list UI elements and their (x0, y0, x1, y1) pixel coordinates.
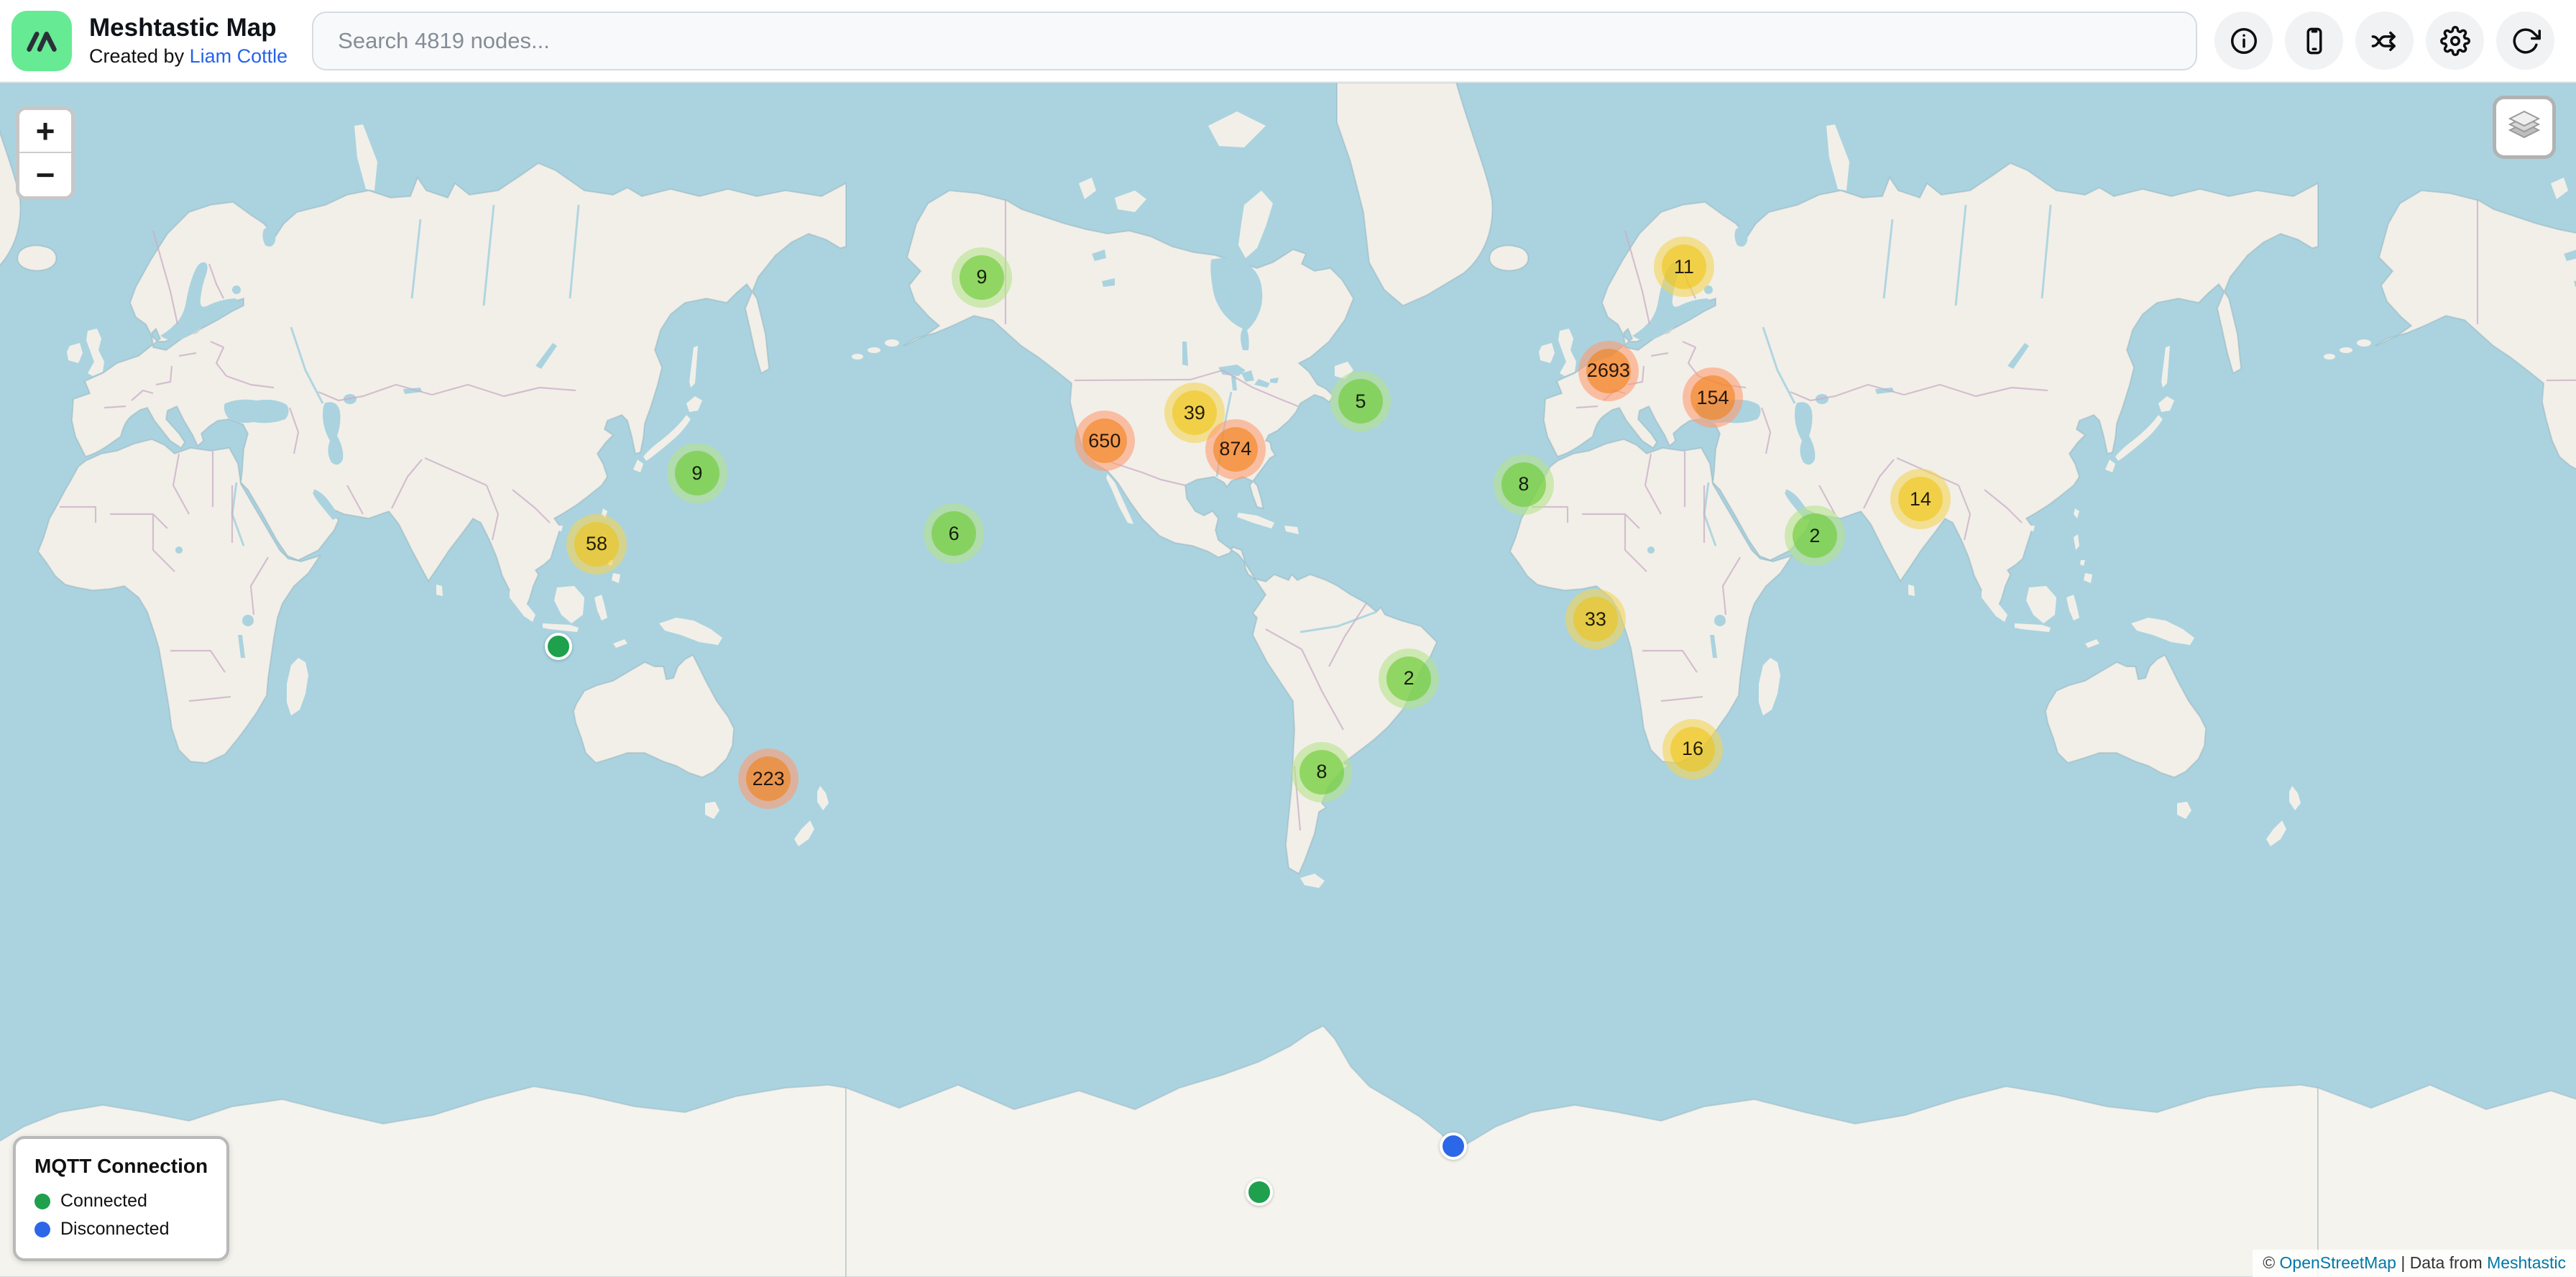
search-input[interactable] (312, 11, 2197, 70)
cluster-count: 5 (1338, 379, 1384, 424)
connected-node-marker[interactable] (545, 633, 572, 660)
refresh-button[interactable] (2496, 12, 2554, 70)
disconnected-node-marker[interactable] (1440, 1132, 1468, 1160)
cluster-marker[interactable]: 874 (1205, 418, 1266, 480)
map-canvas[interactable] (0, 83, 2576, 1277)
cluster-count: 39 (1172, 390, 1217, 435)
cluster-count: 9 (674, 451, 719, 495)
connected-dot-icon (34, 1193, 50, 1209)
layers-control[interactable] (2493, 96, 2556, 159)
cluster-marker[interactable]: 6 (924, 503, 985, 564)
smartphone-icon (2306, 27, 2322, 54)
zoom-control: + − (16, 106, 75, 200)
cluster-marker[interactable]: 650 (1074, 411, 1135, 472)
cluster-marker[interactable]: 33 (1565, 589, 1626, 649)
byline-prefix: Created by (89, 45, 185, 68)
cluster-count: 14 (1898, 477, 1943, 522)
cluster-count: 154 (1690, 375, 1735, 421)
title-block: Meshtastic Map Created by Liam Cottle (89, 14, 288, 68)
attribution-middle: Data from (2409, 1253, 2483, 1272)
cluster-marker[interactable]: 8 (1493, 454, 1554, 515)
mobile-app-button[interactable] (2285, 12, 2343, 70)
cluster-count: 650 (1082, 418, 1127, 464)
cluster-marker[interactable]: 5 (1330, 371, 1392, 432)
byline: Created by Liam Cottle (89, 45, 288, 68)
cluster-marker[interactable]: 8 (1291, 741, 1352, 802)
cluster-count: 6 (932, 511, 977, 556)
cluster-count: 33 (1573, 597, 1618, 641)
openstreetmap-link[interactable]: OpenStreetMap (2279, 1253, 2396, 1272)
cluster-marker[interactable]: 9 (666, 443, 727, 503)
connected-node-marker[interactable] (1245, 1178, 1273, 1207)
random-node-button[interactable] (2355, 12, 2414, 70)
author-link[interactable]: Liam Cottle (189, 45, 288, 68)
cluster-marker[interactable]: 154 (1683, 367, 1743, 429)
search-wrap (312, 11, 2197, 70)
header-buttons (2214, 12, 2554, 70)
legend-label: Disconnected (60, 1219, 170, 1239)
info-button[interactable] (2214, 12, 2273, 70)
cluster-count: 2 (1386, 656, 1432, 701)
mqtt-legend: MQTT Connection Connected Disconnected (13, 1136, 230, 1261)
cluster-count: 874 (1213, 426, 1258, 472)
settings-button[interactable] (2426, 12, 2484, 70)
zoom-in-button[interactable]: + (19, 110, 71, 153)
cluster-marker[interactable]: 2 (1379, 648, 1440, 709)
cluster-count: 223 (746, 756, 791, 801)
world-map-svg (0, 83, 2576, 1277)
cluster-count: 8 (1299, 749, 1344, 795)
cluster-marker[interactable]: 11 (1653, 237, 1714, 297)
cluster-count: 9 (959, 255, 1004, 300)
cluster-marker[interactable]: 223 (738, 749, 799, 809)
cluster-count: 11 (1661, 244, 1706, 289)
cluster-count: 2693 (1586, 348, 1631, 393)
copyright-symbol: © (2263, 1253, 2276, 1272)
cluster-marker[interactable]: 14 (1890, 469, 1951, 530)
meshtastic-logo-icon (12, 10, 72, 71)
attribution: © OpenStreetMap | Data from Meshtastic (2253, 1250, 2576, 1277)
zoom-out-button[interactable]: − (19, 153, 71, 196)
cluster-count: 16 (1670, 726, 1716, 772)
layers-icon (2508, 110, 2541, 139)
cluster-count: 8 (1501, 462, 1546, 507)
cluster-marker[interactable]: 2693 (1578, 340, 1639, 401)
legend-title: MQTT Connection (34, 1155, 208, 1177)
cluster-count: 2 (1792, 513, 1837, 559)
cluster-marker[interactable]: 9 (951, 247, 1012, 308)
cluster-marker[interactable]: 58 (566, 513, 627, 575)
cluster-marker[interactable]: 16 (1662, 718, 1724, 779)
attribution-separator: | (2401, 1253, 2406, 1272)
disconnected-dot-icon (34, 1221, 50, 1237)
header: Meshtastic Map Created by Liam Cottle (0, 0, 2576, 83)
page-title: Meshtastic Map (89, 13, 277, 42)
cluster-marker[interactable]: 39 (1164, 383, 1225, 443)
shuffle-icon (2371, 31, 2396, 51)
refresh-icon (2513, 28, 2541, 53)
legend-item-connected: Connected (34, 1191, 208, 1212)
legend-label: Connected (60, 1191, 147, 1211)
info-icon (2230, 27, 2257, 54)
legend-item-disconnected: Disconnected (34, 1219, 208, 1240)
cluster-marker[interactable]: 2 (1784, 505, 1845, 567)
gear-icon (2439, 25, 2470, 56)
meshtastic-link[interactable]: Meshtastic (2487, 1253, 2566, 1272)
cluster-count: 58 (574, 521, 620, 567)
